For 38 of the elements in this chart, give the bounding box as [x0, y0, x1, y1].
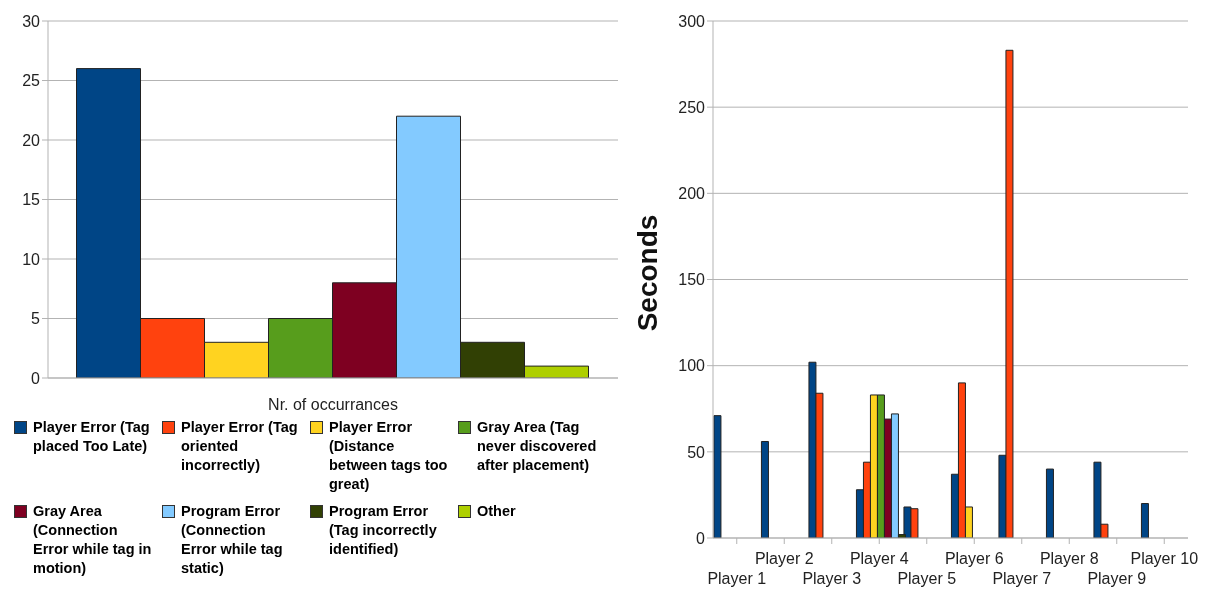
y-tick-label: 300	[678, 12, 706, 30]
legend-label: Player Error (Tag placed Too Late)	[33, 418, 151, 456]
x-tick-label: Player 5	[897, 570, 957, 587]
y-tick-label: 100	[678, 357, 706, 375]
x-axis-title: Nr. of occurrances	[268, 396, 398, 413]
x-tick-label: Player 2	[754, 550, 814, 567]
y-tick-label: 15	[22, 191, 41, 209]
y-tick-label: 30	[22, 12, 41, 30]
y-tick-label: 5	[31, 310, 41, 328]
legend-label: Program Error (Tag incorrectly identified)	[329, 502, 438, 559]
x-tick-label: Player 1	[707, 570, 767, 587]
x-tick-label: Player 4	[849, 550, 909, 567]
x-tick-label: Player 8	[1039, 550, 1099, 567]
y-tick-label: 25	[22, 72, 41, 90]
x-tick-label: Player 7	[992, 570, 1052, 587]
y-tick-label: 150	[678, 271, 706, 289]
y-tick-label: 10	[22, 250, 41, 268]
x-tick-label: Player 9	[1087, 570, 1147, 587]
legend-label: Gray Area (Tag never discovered after placement)	[477, 418, 598, 475]
bar	[760, 440, 769, 538]
y-tick-label: 20	[22, 131, 41, 149]
y-tick-label: 0	[31, 369, 41, 387]
bar	[1140, 503, 1149, 538]
y-tick-label: 50	[687, 443, 706, 461]
bar	[1045, 468, 1054, 538]
y-tick-label: 200	[678, 185, 706, 203]
bar	[713, 415, 722, 538]
y-tick-label: 250	[678, 98, 706, 116]
y-axis-title: Seconds	[632, 214, 664, 332]
legend-label: Player Error (Distance between tags too great)	[329, 418, 449, 494]
legend-label: Program Error (Connection Error while tag static)	[181, 502, 284, 578]
x-tick-label: Player 3	[802, 570, 862, 587]
x-tick-label: Player 10	[1130, 550, 1199, 567]
legend-label: Gray Area (Connection Error while tag in motion)	[33, 502, 153, 578]
x-tick-label: Player 6	[944, 550, 1004, 567]
legend-label: Other	[477, 502, 516, 521]
legend-label: Player Error (Tag oriented incorrectly)	[181, 418, 299, 475]
y-tick-label: 0	[696, 529, 706, 547]
